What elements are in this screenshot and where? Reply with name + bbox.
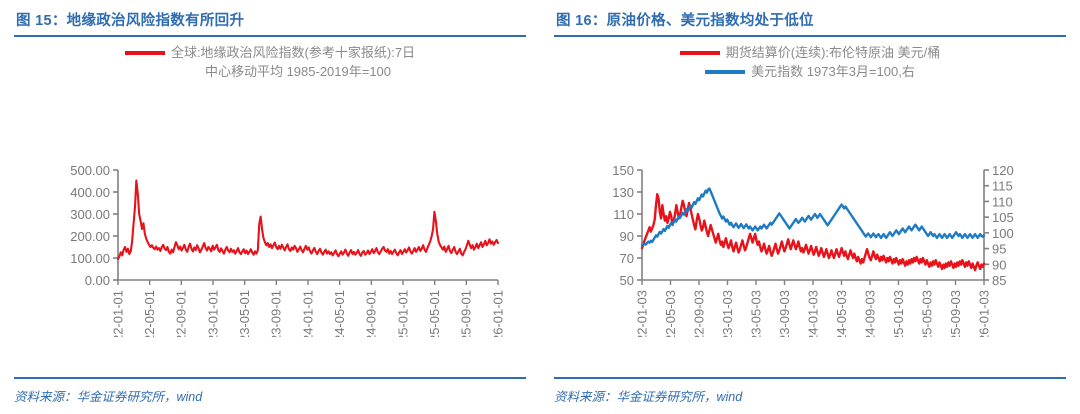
x-tick-label: 2025-09-03	[948, 290, 963, 337]
legend-swatch-gpr	[124, 50, 165, 55]
y-tick-label: 50	[620, 273, 634, 288]
x-tick-label: 2023-05-03	[748, 290, 763, 337]
x-tick-label: 2026-01-01	[490, 290, 505, 337]
y2-tick-label: 110	[992, 194, 1013, 209]
x-tick-label: 2024-05-03	[834, 290, 849, 337]
figure-15-top-rule	[14, 35, 526, 37]
series-line-1	[116, 179, 500, 261]
y-tick-label: 500.00	[70, 163, 110, 178]
x-tick-label: 2022-09-03	[691, 290, 706, 337]
x-tick-label: 2023-01-03	[720, 290, 735, 337]
x-tick-label: 2022-01-03	[634, 290, 649, 337]
y2-tick-label: 115	[992, 179, 1013, 194]
x-tick-label: 2026-01-03	[976, 290, 991, 337]
x-tick-label: 2022-05-01	[142, 290, 157, 337]
x-tick-label: 2024-05-01	[332, 290, 347, 337]
y-tick-label: 90	[620, 229, 634, 244]
figure-16-title: 图 16：原油价格、美元指数均处于低位	[556, 13, 814, 29]
figure-16-chart-area: 期货结算价(连续):布伦特原油 美元/桶 美元指数 1973年3月=100,右 …	[554, 37, 1066, 337]
y-tick-label: 150	[612, 163, 634, 178]
x-tick-label: 2022-09-01	[174, 290, 189, 337]
x-tick-label: 2025-05-01	[427, 290, 442, 337]
y-tick-label: 400.00	[70, 185, 110, 200]
legend-label-usd: 美元指数 1973年3月=100,右	[751, 64, 915, 79]
x-tick-label: 2024-09-03	[862, 290, 877, 337]
legend-label-gpr-line2: 中心移动平均 1985-2019年=100	[204, 64, 392, 79]
y2-tick-label: 120	[992, 163, 1014, 178]
x-tick-label: 2022-01-01	[110, 290, 125, 337]
figure-16-panel: 图 16：原油价格、美元指数均处于低位 期货结算价(连续):布伦特原油 美元/桶…	[540, 0, 1080, 414]
figure-16-source: 资料来源：华金证券研究所，wind	[554, 390, 743, 404]
y-tick-label: 130	[612, 185, 634, 200]
x-tick-label: 2025-01-01	[395, 290, 410, 337]
legend-swatch-brent	[679, 50, 720, 55]
y2-tick-label: 100	[992, 226, 1014, 241]
figure-15-legend: 全球:地缘政治风险指数(参考十家报纸):7日 中心移动平均 1985-2019年…	[14, 43, 526, 81]
y2-tick-label: 105	[992, 210, 1014, 225]
x-tick-label: 2023-09-03	[777, 290, 792, 337]
figure-16-footer: 资料来源：华金证券研究所，wind	[554, 377, 1066, 405]
x-tick-label: 2025-05-03	[919, 290, 934, 337]
y-tick-label: 200.00	[70, 229, 110, 244]
x-tick-label: 2024-01-01	[300, 290, 315, 337]
y-tick-label: 300.00	[70, 207, 110, 222]
y-tick-label: 70	[620, 251, 634, 266]
x-tick-label: 2025-01-03	[891, 290, 906, 337]
x-tick-label: 2023-01-01	[205, 290, 220, 337]
figure-15-plot: 0.00 100.00 200.00 300.00 400.00 500.00 2022-0…	[70, 163, 505, 337]
legend-label-brent: 期货结算价(连续):布伦特原油 美元/桶	[725, 45, 941, 60]
y-tick-label: 0.00	[85, 273, 110, 288]
x-tick-label: 2024-01-03	[805, 290, 820, 337]
y2-tick-label: 90	[992, 257, 1006, 272]
x-tick-label: 2024-09-01	[364, 290, 379, 337]
figure-15-bottom-rule	[14, 377, 526, 379]
series-line-2	[640, 187, 986, 247]
x-tick-label: 2025-09-01	[459, 290, 474, 337]
x-tick-label: 2022-05-03	[663, 290, 678, 337]
figure-16-bottom-rule	[554, 377, 1066, 379]
figure-15-source: 资料来源：华金证券研究所，wind	[14, 390, 203, 404]
figure-15-title: 图 15：地缘政治风险指数有所回升	[16, 13, 245, 29]
y-tick-label: 110	[613, 207, 634, 222]
figure-16-legend: 期货结算价(连续):布伦特原油 美元/桶 美元指数 1973年3月=100,右	[554, 43, 1066, 81]
figure-15-panel: 图 15：地缘政治风险指数有所回升 全球:地缘政治风险指数(参考十家报纸):7日…	[14, 13, 526, 405]
x-tick-label: 2023-09-01	[269, 290, 284, 337]
series-line-1	[640, 193, 986, 272]
y2-tick-label: 85	[992, 273, 1006, 288]
x-tick-label: 2023-05-01	[237, 290, 252, 337]
figure-16-top-rule	[554, 35, 1066, 37]
figure-15-chart-area: 全球:地缘政治风险指数(参考十家报纸):7日 中心移动平均 1985-2019年…	[14, 37, 526, 337]
y-tick-label: 100.00	[70, 251, 110, 266]
y2-tick-label: 95	[992, 242, 1006, 257]
figure-16-plot: 5070901101301508590951001051101151202022…	[612, 163, 1014, 337]
legend-label-gpr-line1: 全球:地缘政治风险指数(参考十家报纸):7日	[170, 45, 416, 60]
figure-15-footer: 资料来源：华金证券研究所，wind	[14, 377, 526, 405]
legend-swatch-usd	[705, 69, 746, 74]
